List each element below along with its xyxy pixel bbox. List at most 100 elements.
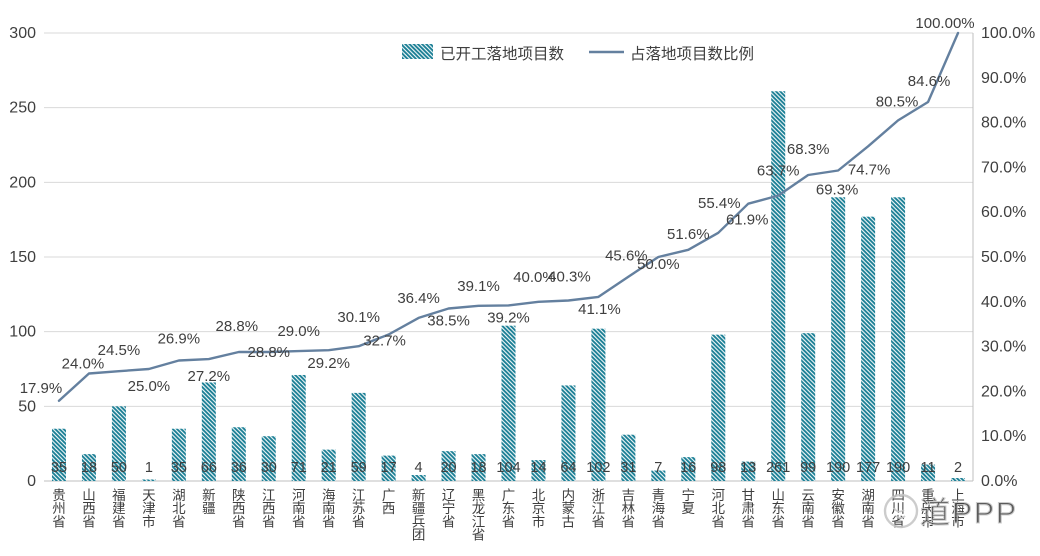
- bar: [921, 464, 936, 481]
- right-axis-tick-label: 10.0%: [981, 428, 1026, 445]
- category-label: 河南省: [292, 488, 306, 529]
- bar: [531, 460, 546, 481]
- right-axis-tick-label: 0.0%: [981, 473, 1017, 490]
- category-label: 重庆市: [921, 488, 935, 529]
- category-label: 海南省: [322, 488, 336, 529]
- left-axis-tick-label: 50: [18, 398, 36, 415]
- category-label: 浙江省: [592, 488, 606, 529]
- percent-label: 29.0%: [277, 323, 320, 340]
- percent-label: 32.7%: [363, 333, 406, 350]
- category-label: 江苏省: [352, 488, 366, 529]
- category-label: 上海市: [951, 488, 965, 529]
- bar: [171, 428, 186, 481]
- category-label: 山西省: [82, 488, 96, 529]
- right-axis-tick-label: 80.0%: [981, 115, 1026, 132]
- bar-value-label: 7: [654, 460, 662, 476]
- bar: [801, 333, 816, 481]
- left-axis-tick-label: 250: [9, 100, 36, 117]
- percent-label: 24.0%: [62, 355, 105, 372]
- percent-label: 25.0%: [128, 378, 171, 395]
- category-label: 辽宁省: [442, 488, 456, 529]
- percent-label: 38.5%: [427, 313, 470, 330]
- left-axis-tick-label: 0: [27, 473, 36, 490]
- bar: [861, 216, 876, 481]
- bar: [291, 374, 306, 481]
- category-label: 新疆兵团: [412, 488, 426, 543]
- bar-value-label: 14: [530, 460, 546, 476]
- category-label: 宁夏: [682, 487, 696, 516]
- category-label: 湖北省: [172, 488, 186, 529]
- category-label: 湖南省: [861, 488, 875, 529]
- bar-value-label: 13: [740, 460, 756, 476]
- bar-value-label: 50: [111, 460, 127, 476]
- bar-value-label: 17: [381, 460, 397, 476]
- percent-label: 26.9%: [158, 330, 201, 347]
- bar: [771, 91, 786, 482]
- bar-value-label: 190: [886, 460, 910, 476]
- percent-label: 30.1%: [337, 309, 380, 326]
- percent-label: 40.3%: [548, 268, 591, 285]
- right-axis-tick-label: 50.0%: [981, 249, 1026, 266]
- bar-value-label: 18: [470, 460, 486, 476]
- category-label: 山东省: [771, 488, 785, 529]
- bar: [471, 454, 486, 481]
- bar: [711, 334, 726, 481]
- percent-label: 100.00%: [915, 15, 974, 32]
- percent-label: 55.4%: [698, 195, 741, 212]
- category-label: 安徽省: [831, 488, 845, 529]
- bar-value-label: 2: [954, 460, 962, 476]
- category-label: 江西省: [262, 488, 276, 529]
- category-label: 天津市: [142, 488, 156, 529]
- right-axis-tick-label: 40.0%: [981, 294, 1026, 311]
- bar-value-label: 21: [321, 460, 337, 476]
- bar: [201, 382, 216, 481]
- trend-line: [57, 31, 960, 402]
- bar: [411, 475, 426, 481]
- bar-value-label: 36: [231, 460, 247, 476]
- right-axis-tick-label: 90.0%: [981, 70, 1026, 87]
- right-axis-tick-label: 100.0%: [981, 25, 1035, 42]
- category-label: 陕西省: [232, 488, 246, 529]
- watermark: 道PPP: [883, 493, 1017, 531]
- bar-value-label: 20: [440, 460, 456, 476]
- bar-value-label: 11: [921, 460, 936, 476]
- percent-label: 51.6%: [667, 226, 710, 243]
- right-axis-tick-label: 30.0%: [981, 339, 1026, 356]
- bar-value-label: 64: [560, 460, 576, 476]
- percent-label: 40.0%: [513, 269, 556, 286]
- bar-value-label: 1: [145, 460, 153, 476]
- percent-label: 84.6%: [908, 73, 951, 90]
- bar: [591, 328, 606, 481]
- bar: [351, 392, 366, 481]
- category-label: 云南省: [801, 488, 815, 529]
- bar-value-label: 35: [171, 460, 187, 476]
- category-label: 广西: [382, 488, 396, 516]
- bar: [81, 454, 96, 481]
- bar-value-label: 177: [856, 460, 880, 476]
- bar: [501, 325, 516, 481]
- bar: [321, 449, 336, 481]
- percent-label: 39.1%: [457, 278, 500, 295]
- bar-value-label: 30: [261, 460, 277, 476]
- percent-label: 24.5%: [98, 342, 141, 359]
- bar: [651, 470, 666, 481]
- category-label: 河北省: [712, 488, 726, 529]
- bar: [741, 461, 756, 481]
- left-axis-tick-label: 150: [9, 249, 36, 266]
- percent-label: 41.1%: [578, 301, 621, 318]
- bar: [561, 385, 576, 481]
- percent-label: 61.9%: [726, 212, 769, 229]
- legend-line-label: 占落地项目数比例: [630, 45, 754, 63]
- percent-label: 80.5%: [876, 93, 919, 110]
- bar-value-label: 190: [826, 460, 850, 476]
- right-axis-tick-label: 70.0%: [981, 159, 1026, 176]
- bar-value-label: 18: [81, 460, 97, 476]
- bar: [891, 197, 906, 481]
- legend-bar-label: 已开工落地项目数: [440, 45, 565, 63]
- category-label: 福建省: [112, 488, 126, 529]
- percent-label: 39.2%: [487, 309, 530, 326]
- bar: [51, 428, 66, 481]
- bar: [261, 436, 276, 481]
